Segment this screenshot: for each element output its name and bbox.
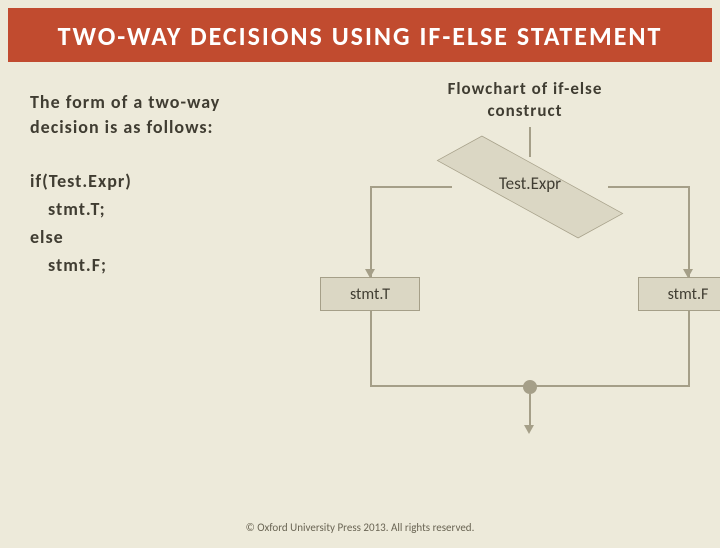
true-branch-box: stmt.T: [320, 277, 420, 311]
code-line: if(Test.Expr): [30, 168, 350, 196]
intro-text: The form of a two-way decision is as fol…: [30, 90, 350, 140]
true-box-label: stmt.T: [350, 285, 390, 304]
flow-line: [529, 127, 531, 157]
text-column: The form of a two-way decision is as fol…: [30, 72, 350, 280]
flow-line: [370, 311, 372, 387]
arrowhead-icon: [524, 425, 534, 434]
page-title: TWO-WAY DECISIONS USING IF-ELSE STATEMEN…: [8, 8, 712, 62]
flow-line: [688, 311, 690, 387]
decision-label: Test.Expr: [430, 173, 630, 194]
flowchart-title: Flowchart of if-else construct: [350, 72, 700, 122]
intro-line: decision is as follows:: [30, 115, 350, 140]
flow-line: [370, 186, 372, 277]
flow-title-line: Flowchart of if-else: [350, 78, 700, 100]
intro-line: The form of a two-way: [30, 90, 350, 115]
copyright-footer: © Oxford University Press 2013. All righ…: [0, 521, 720, 534]
flow-title-line: construct: [350, 100, 700, 122]
code-block: if(Test.Expr) stmt.T; else stmt.F;: [30, 168, 350, 280]
flowchart-column: Flowchart of if-else construct Test.Expr…: [350, 72, 700, 280]
code-line: stmt.F;: [30, 252, 350, 280]
flow-line: [370, 385, 530, 387]
code-line: stmt.T;: [30, 196, 350, 224]
join-node: [523, 380, 537, 394]
flow-line: [529, 394, 531, 429]
content-area: The form of a two-way decision is as fol…: [0, 62, 720, 280]
flow-line: [688, 186, 690, 277]
false-box-label: stmt.F: [668, 285, 709, 304]
false-branch-box: stmt.F: [638, 277, 720, 311]
flow-line: [530, 385, 690, 387]
flowchart-diagram: Test.Expr stmt.T stmt.F: [330, 127, 720, 447]
code-line: else: [30, 224, 350, 252]
